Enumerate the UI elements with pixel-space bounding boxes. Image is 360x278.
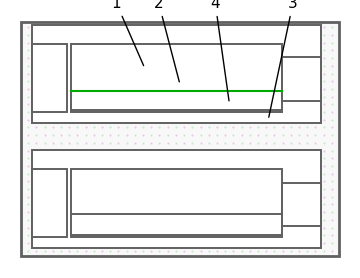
Text: 1: 1 — [112, 0, 144, 66]
Bar — [71, 44, 282, 112]
Bar — [32, 169, 67, 237]
Bar — [282, 183, 321, 226]
Bar — [282, 57, 321, 101]
Text: 3: 3 — [269, 0, 298, 117]
Bar — [32, 24, 321, 123]
Bar — [32, 44, 67, 112]
Text: 2: 2 — [154, 0, 179, 82]
Bar — [21, 22, 339, 256]
Bar — [32, 150, 321, 248]
Bar — [71, 169, 282, 237]
Text: 4: 4 — [211, 0, 229, 101]
